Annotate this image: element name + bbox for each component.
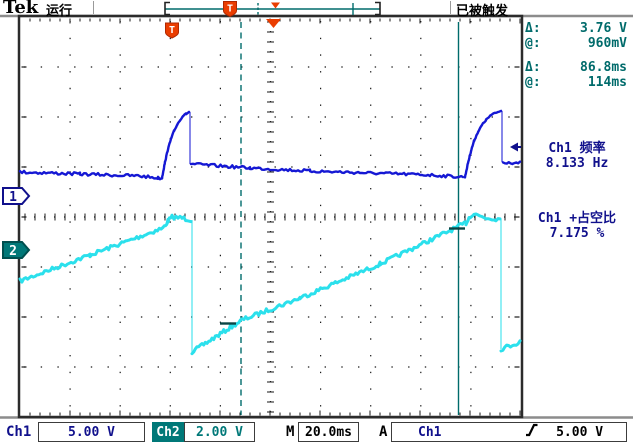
trigger-readout: Ch1 5.00 V [391, 422, 627, 442]
ch1-ground-marker: 1 [2, 187, 31, 205]
cursor-at-t-value: 114ms [587, 75, 627, 90]
ch1-duty-measure: Ch1 +占空比 7.175 % [523, 211, 631, 241]
ch1-duty-value: 7.175 % [549, 226, 605, 241]
trigger-source-label: A [379, 424, 388, 440]
cursor-delta-t-value: 86.8ms [580, 60, 627, 75]
delta-icon: Δ: [525, 21, 541, 36]
ch1-label: Ch1 [6, 424, 32, 440]
readout-bar: Ch1 5.00 V Ch2 2.00 V M 20.0ms A Ch1 5.0… [0, 421, 633, 444]
header-divider [450, 1, 451, 14]
ch2-scale-readout: 2.00 V [184, 422, 255, 442]
trigger-source: Ch1 [418, 424, 442, 440]
ch2-waveform [18, 212, 522, 356]
cursor-delta-v-row: Δ: 3.76 V [525, 22, 627, 36]
measurement-panel: Δ: 3.76 V @: 960mV Δ: 86.8ms @: 114ms Ch… [523, 18, 631, 416]
cursor-delta-t-row: Δ: 86.8ms [525, 61, 627, 75]
waveforms [18, 109, 522, 356]
trigger-status: 已被触发 [456, 4, 509, 19]
at-icon: @: [525, 36, 541, 51]
record-view-bar: T [164, 1, 381, 18]
trigger-t-badge: T [227, 4, 233, 15]
cursor-delta-v-value: 3.76 V [580, 21, 627, 36]
tek-logo: Tek [3, 0, 39, 18]
channel-markers: T 1 2 [2, 19, 521, 259]
ch1-waveform [18, 109, 522, 181]
at-icon: @: [525, 75, 541, 90]
ch1-scale-readout: 5.00 V [38, 422, 145, 442]
timebase-readout: 20.0ms [298, 422, 359, 442]
cursor-at-t-row: @: 114ms [525, 76, 627, 90]
trigger-level-value: 5.00 V [556, 424, 604, 440]
cursor-at-v-row: @: 960mV [525, 37, 627, 51]
ch2-label-chip: Ch2 [152, 422, 184, 442]
header-divider [93, 1, 94, 14]
delta-icon: Δ: [525, 60, 541, 75]
ch1-frequency-measure: Ch1 频率 8.133 Hz [523, 141, 631, 171]
ch2-ground-marker: 2 [2, 241, 31, 259]
timebase-label: M [286, 424, 295, 440]
trigger-t-badge: T [169, 25, 175, 36]
ch1-frequency-title: Ch1 频率 [548, 141, 606, 156]
cursor-at-v-value: 960mV [587, 36, 627, 51]
cursor-lines [240, 22, 460, 415]
ch1-duty-title: Ch1 +占空比 [537, 211, 617, 226]
graticule [0, 14, 633, 419]
rising-edge-icon [463, 408, 538, 444]
svg-text:1: 1 [9, 190, 17, 205]
trigger-level-arrow [510, 142, 521, 152]
acquisition-status: 运行 [46, 4, 73, 19]
ch1-frequency-value: 8.133 Hz [545, 156, 609, 171]
svg-text:2: 2 [9, 244, 17, 259]
